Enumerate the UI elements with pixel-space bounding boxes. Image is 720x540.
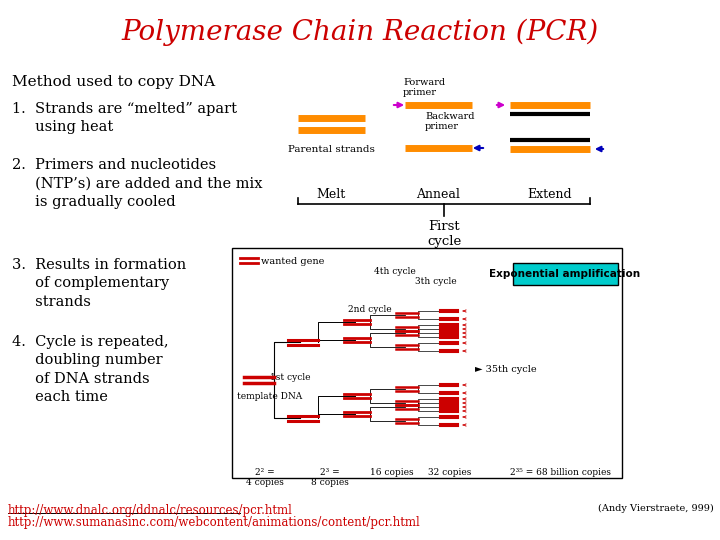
Bar: [513, 263, 618, 285]
Text: template DNA: template DNA: [237, 392, 302, 401]
Text: Forward
primer: Forward primer: [403, 78, 445, 97]
Text: Method used to copy DNA: Method used to copy DNA: [12, 75, 215, 89]
Text: Polymerase Chain Reaction (PCR): Polymerase Chain Reaction (PCR): [122, 18, 598, 46]
Text: ► 35th cycle: ► 35th cycle: [475, 366, 536, 375]
Text: (Andy Vierstraete, 999): (Andy Vierstraete, 999): [598, 504, 714, 513]
Text: http://www.sumanasinc.com/webcontent/animations/content/pcr.html: http://www.sumanasinc.com/webcontent/ani…: [8, 516, 420, 529]
Text: Exponential amplification: Exponential amplification: [490, 269, 641, 279]
Bar: [232, 248, 622, 478]
Text: Melt: Melt: [316, 188, 346, 201]
Text: 16 copies: 16 copies: [370, 468, 414, 477]
Text: 2² =
4 copies: 2² = 4 copies: [246, 468, 284, 488]
Text: 4th cycle: 4th cycle: [374, 267, 416, 276]
Text: 32 copies: 32 copies: [428, 468, 472, 477]
Text: Extend: Extend: [528, 188, 572, 201]
Text: 1.  Strands are “melted” apart
     using heat: 1. Strands are “melted” apart using heat: [12, 102, 237, 134]
Text: 3th cycle: 3th cycle: [415, 278, 456, 287]
Text: First
cycle: First cycle: [427, 220, 461, 248]
Text: 2³⁵ = 68 billion copies: 2³⁵ = 68 billion copies: [510, 468, 611, 477]
Text: http://www.dnalc.org/ddnalc/resources/pcr.html: http://www.dnalc.org/ddnalc/resources/pc…: [8, 504, 293, 517]
Text: 4.  Cycle is repeated,
     doubling number
     of DNA strands
     each time: 4. Cycle is repeated, doubling number of…: [12, 335, 168, 404]
Text: 2.  Primers and nucleotides
     (NTP’s) are added and the mix
     is gradually: 2. Primers and nucleotides (NTP’s) are a…: [12, 158, 263, 209]
Text: 1st cycle: 1st cycle: [270, 374, 310, 382]
Text: Backward
primer: Backward primer: [425, 112, 474, 131]
Text: Parental strands: Parental strands: [287, 145, 374, 154]
Text: 2³ =
8 copies: 2³ = 8 copies: [311, 468, 349, 488]
Text: 2nd cycle: 2nd cycle: [348, 305, 392, 314]
Text: 3.  Results in formation
     of complementary
     strands: 3. Results in formation of complementary…: [12, 258, 186, 309]
Text: Anneal: Anneal: [416, 188, 460, 201]
Text: wanted gene: wanted gene: [261, 256, 325, 266]
